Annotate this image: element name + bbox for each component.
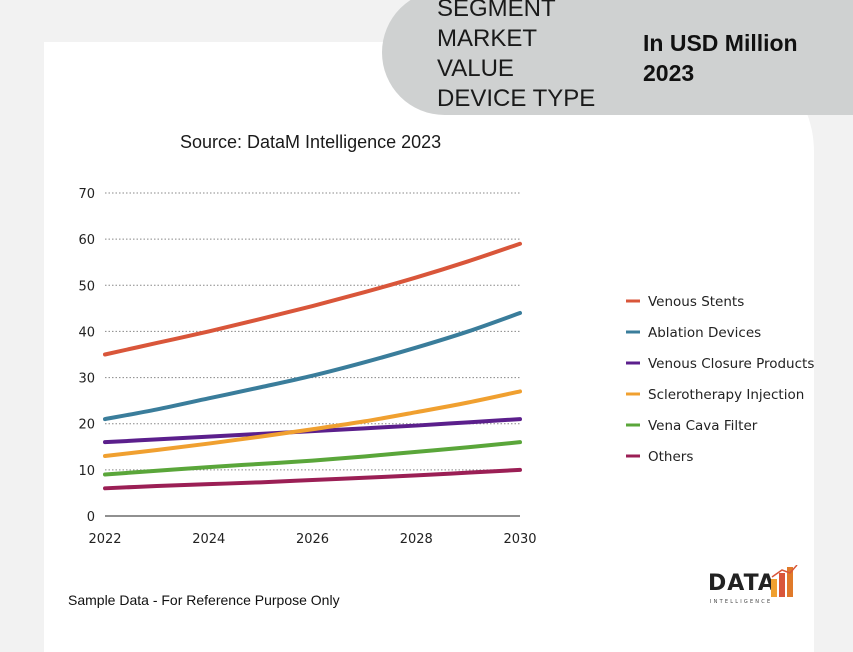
legend-label: Others xyxy=(648,449,693,465)
datam-logo: DATA INTELLIGENCE xyxy=(708,565,803,607)
chart-card xyxy=(44,42,814,652)
y-tick-label: 30 xyxy=(78,372,95,387)
legend-label: Venous Stents xyxy=(648,294,744,310)
footnote: Sample Data - For Reference Purpose Only xyxy=(68,592,340,608)
x-tick-label: 2028 xyxy=(400,532,433,547)
series-line-3 xyxy=(103,389,522,459)
series-line-5 xyxy=(103,467,522,491)
legend-label: Sclerotherapy Injection xyxy=(648,387,804,403)
series-line-1 xyxy=(103,310,522,422)
legend-label: Venous Closure Products xyxy=(648,356,814,372)
y-tick-label: 0 xyxy=(87,510,95,525)
legend-label: Ablation Devices xyxy=(648,325,761,341)
source-text: Source: DataM Intelligence 2023 xyxy=(180,132,442,152)
x-tick-label: 2030 xyxy=(503,532,536,547)
segment-line: MARKET xyxy=(437,25,538,52)
segment-line: VALUE xyxy=(437,55,514,82)
segment-labels: SEGMENT MARKET VALUE DEVICE TYPE xyxy=(437,0,595,114)
unit-line: In USD Million xyxy=(643,30,798,56)
x-tick-label: 2024 xyxy=(192,532,225,547)
logo-bars-icon xyxy=(771,565,798,597)
logo-text: DATA xyxy=(708,571,776,596)
x-tick-label: 2022 xyxy=(88,532,121,547)
segment-banner xyxy=(382,0,853,115)
unit-year: 2023 xyxy=(643,60,695,86)
series-line-4 xyxy=(103,440,522,477)
y-tick-label: 20 xyxy=(78,418,95,433)
unit-label: In USD Million 2023 xyxy=(643,28,798,88)
y-tick-label: 70 xyxy=(78,187,95,202)
x-tick-label: 2026 xyxy=(296,532,329,547)
series-line-0 xyxy=(103,241,522,357)
segment-line: SEGMENT xyxy=(437,0,556,22)
logo-subtext: INTELLIGENCE xyxy=(710,599,773,605)
y-tick-label: 60 xyxy=(78,233,95,248)
segment-line: DEVICE TYPE xyxy=(437,85,596,112)
y-tick-label: 40 xyxy=(78,325,95,340)
y-tick-label: 10 xyxy=(78,464,95,479)
y-tick-label: 50 xyxy=(78,279,95,294)
legend-label: Vena Cava Filter xyxy=(648,418,758,434)
